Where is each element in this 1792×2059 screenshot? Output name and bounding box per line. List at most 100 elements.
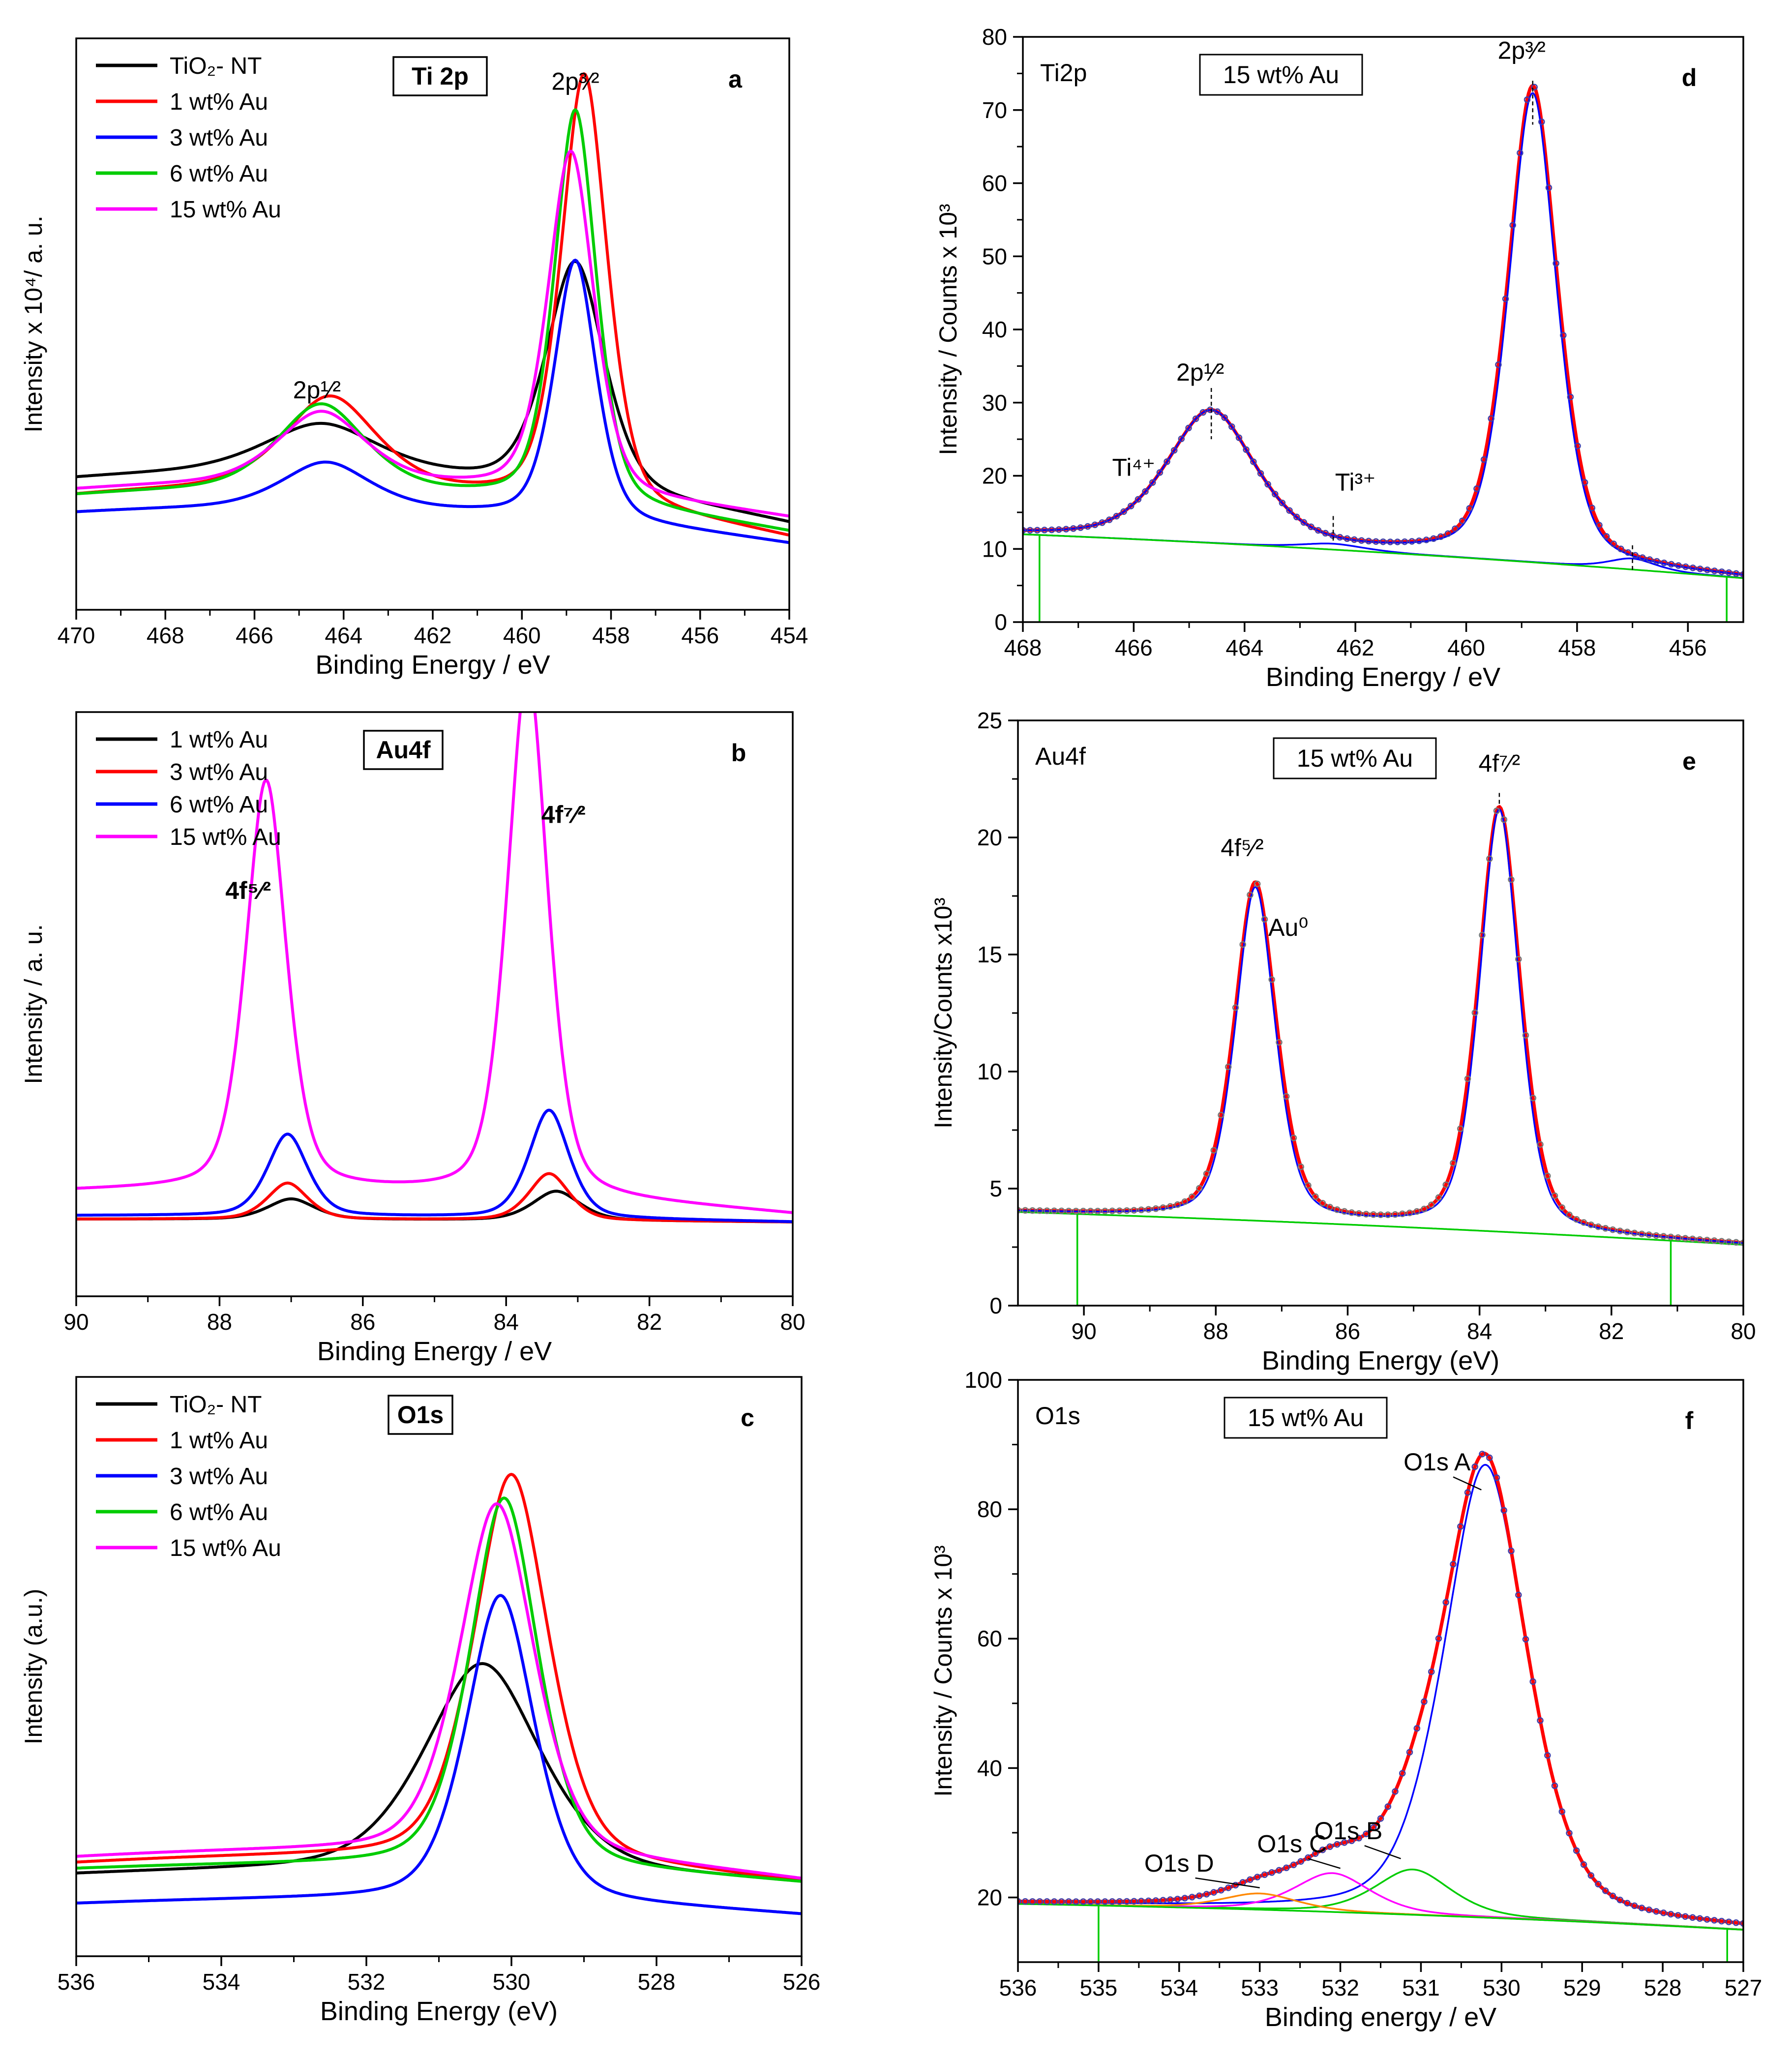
panel-letter: c xyxy=(741,1404,754,1432)
data-point xyxy=(1602,1225,1609,1232)
data-point xyxy=(1413,1725,1421,1732)
y-axis-title: Intensity x 10⁴/ a. u. xyxy=(20,215,47,432)
data-point xyxy=(1537,1717,1544,1724)
data-point xyxy=(1718,568,1725,575)
data-point xyxy=(1167,1203,1174,1210)
annotation-label: O1s D xyxy=(1144,1850,1214,1877)
data-point xyxy=(1500,1507,1507,1514)
x-tick-label: 532 xyxy=(348,1969,386,1995)
data-point xyxy=(1094,1898,1102,1905)
data-point xyxy=(1603,533,1610,540)
data-point xyxy=(1192,415,1199,422)
data-point xyxy=(1667,1910,1674,1918)
data-point xyxy=(1145,1206,1152,1213)
data-point xyxy=(1502,296,1509,302)
data-point xyxy=(1276,1867,1283,1874)
legend-label: 15 wt% Au xyxy=(170,197,281,223)
data-point xyxy=(1079,1208,1087,1215)
data-point xyxy=(1638,1905,1645,1911)
data-point xyxy=(1091,521,1099,528)
y-axis-d: 0 10 20 30 40 50 60 70 80 xyxy=(982,24,1023,635)
data-point xyxy=(1254,880,1261,888)
y-tick-label: 30 xyxy=(982,390,1007,416)
plot-area-a xyxy=(76,72,789,544)
data-point xyxy=(1355,1210,1363,1217)
series-line-background xyxy=(1018,1211,1743,1246)
data-point xyxy=(1108,1898,1116,1905)
x-axis-title: Binding Energy / eV xyxy=(315,650,550,680)
data-point xyxy=(1210,1147,1218,1154)
data-point xyxy=(1058,1898,1065,1905)
data-point xyxy=(1261,1871,1268,1878)
data-point xyxy=(1415,537,1423,544)
data-point xyxy=(1508,1548,1515,1554)
data-point xyxy=(1616,1896,1624,1904)
data-point xyxy=(1232,1881,1239,1889)
data-point xyxy=(1160,1204,1166,1211)
data-point xyxy=(1152,1897,1160,1904)
legend-label: 6 wt% Au xyxy=(170,792,268,818)
series-line-6-wt-au xyxy=(76,108,789,532)
data-point xyxy=(1732,570,1740,577)
data-point xyxy=(1523,96,1531,103)
plot-area-b xyxy=(76,712,793,1223)
data-point xyxy=(1063,526,1070,533)
data-point xyxy=(1392,1788,1399,1795)
y-axis-title: Intensity/Counts x10³ xyxy=(929,897,957,1129)
x-tick-label: 534 xyxy=(203,1969,240,1995)
data-point xyxy=(1587,1221,1595,1228)
data-point xyxy=(1326,1204,1334,1211)
data-point xyxy=(1048,526,1055,534)
data-point xyxy=(1437,533,1444,540)
data-point xyxy=(1109,1207,1116,1215)
data-point xyxy=(1232,1004,1239,1011)
data-point xyxy=(1480,456,1488,463)
x-tick-label: 530 xyxy=(493,1969,531,1995)
data-point xyxy=(1036,1898,1043,1905)
data-point xyxy=(1029,1898,1036,1905)
data-point xyxy=(1174,1895,1181,1903)
data-point xyxy=(1243,446,1250,453)
data-point xyxy=(1189,1894,1195,1901)
y-tick-label: 60 xyxy=(977,1626,1002,1651)
data-point xyxy=(1094,1207,1101,1215)
leader-line xyxy=(1453,1476,1482,1491)
x-tick-label: 90 xyxy=(1072,1318,1097,1344)
x-axis-a: 470 468 466 464 462 460 458 456 454 xyxy=(58,610,808,648)
y-tick-label: 10 xyxy=(982,536,1007,562)
data-point xyxy=(1239,941,1246,948)
y-axis-title: Intensity (a.u.) xyxy=(20,1589,47,1745)
data-point xyxy=(1326,1843,1334,1850)
data-point xyxy=(1392,1211,1399,1218)
x-tick-label: 533 xyxy=(1241,1975,1279,2000)
plot-area-c xyxy=(76,1473,802,1915)
y-tick-label: 10 xyxy=(977,1059,1002,1084)
data-point xyxy=(1065,1898,1072,1905)
data-point xyxy=(1740,1920,1743,1927)
data-point xyxy=(1682,563,1689,570)
data-point xyxy=(1573,1847,1580,1854)
panel-letter: e xyxy=(1682,747,1696,775)
data-point xyxy=(1322,530,1329,537)
data-point xyxy=(1544,1752,1551,1759)
data-point xyxy=(1305,1854,1312,1861)
x-tick-label: 458 xyxy=(592,623,630,648)
data-point xyxy=(1283,1093,1290,1100)
data-point xyxy=(1486,855,1493,863)
annotation-label: 2p³⁄² xyxy=(551,68,599,95)
x-axis-f: 536 535 534 533 532 531 530 529 528 527 xyxy=(999,1962,1762,2000)
data-point xyxy=(1156,469,1164,476)
data-point xyxy=(1545,184,1553,191)
data-point xyxy=(1428,1201,1435,1208)
legend-label: 1 wt% Au xyxy=(170,1428,268,1454)
data-point xyxy=(1384,1803,1392,1810)
data-point xyxy=(1044,1898,1050,1905)
data-point xyxy=(1377,1211,1384,1218)
data-point xyxy=(1334,1206,1341,1213)
data-point xyxy=(1566,1829,1573,1837)
series-line-15-wt-au xyxy=(76,1502,802,1880)
data-point xyxy=(1235,434,1243,441)
x-axis-title: Binding energy / eV xyxy=(1265,2002,1496,2032)
panel-title: Ti2p xyxy=(1040,59,1087,87)
